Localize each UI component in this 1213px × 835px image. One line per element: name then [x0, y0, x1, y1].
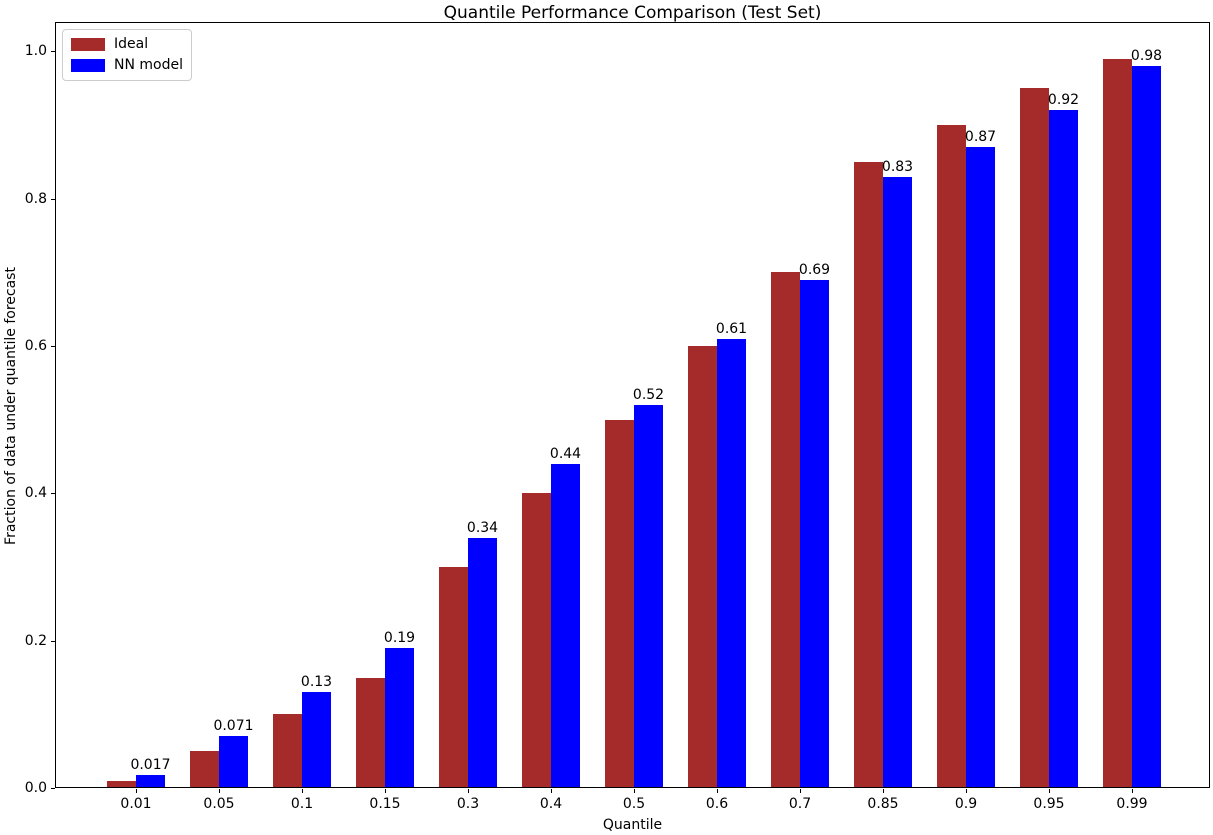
x-tick	[717, 789, 718, 793]
x-tick	[634, 789, 635, 793]
y-tick-label: 0.0	[24, 780, 47, 796]
x-tick-label: 0.99	[1116, 796, 1148, 812]
bar-ideal	[1020, 88, 1049, 788]
x-axis-label: Quantile	[602, 817, 663, 833]
bar-nn-model	[136, 775, 165, 788]
bar-ideal	[605, 419, 634, 788]
bar-value-label: 0.87	[964, 129, 997, 146]
y-axis-label: Fraction of data under quantile forecast	[3, 267, 19, 545]
bar-nn-model	[717, 338, 746, 788]
legend-item-nn-model: NN model	[71, 58, 183, 73]
x-tick-label: 0.01	[120, 796, 152, 812]
x-tick-label: 0.95	[1033, 796, 1065, 812]
x-tick-label: 0.15	[369, 796, 401, 812]
bar-value-label: 0.34	[466, 519, 499, 536]
y-tick	[51, 788, 55, 789]
x-tick	[883, 789, 884, 793]
x-tick	[385, 789, 386, 793]
bar-value-label: 0.83	[881, 158, 914, 175]
bar-ideal	[107, 780, 136, 788]
x-tick	[1132, 789, 1133, 793]
x-tick-label: 0.5	[622, 796, 646, 812]
x-tick	[966, 789, 967, 793]
y-tick	[51, 640, 55, 642]
bar-ideal	[937, 125, 966, 788]
legend-swatch-nn-model	[71, 59, 105, 72]
x-tick-label: 0.05	[203, 796, 235, 812]
bar-ideal	[356, 677, 385, 788]
bar-value-label: 0.017	[130, 757, 171, 774]
x-tick	[136, 789, 137, 793]
bar-nn-model	[219, 735, 248, 788]
bar-nn-model	[883, 176, 912, 788]
legend-item-ideal: Ideal	[71, 37, 183, 52]
bar-nn-model	[966, 147, 995, 788]
x-tick-label: 0.7	[788, 796, 812, 812]
chart-title: Quantile Performance Comparison (Test Se…	[443, 3, 822, 23]
bar-value-label: 0.19	[383, 630, 416, 647]
x-tick	[219, 789, 220, 793]
x-tick-label: 0.9	[954, 796, 978, 812]
y-tick-label: 0.2	[24, 632, 47, 649]
bar-ideal	[273, 714, 302, 788]
legend: Ideal NN model	[62, 29, 192, 81]
y-tick	[51, 493, 55, 495]
x-tick	[551, 789, 552, 793]
bar-value-label: 0.44	[549, 445, 582, 462]
bar-value-label: 0.69	[798, 261, 831, 278]
legend-label-ideal: Ideal	[114, 36, 149, 52]
legend-label-nn-model: NN model	[114, 57, 183, 73]
x-tick-label: 0.3	[456, 796, 480, 812]
bar-value-label: 0.92	[1047, 92, 1080, 109]
bar-ideal	[854, 161, 883, 788]
bar-ideal	[190, 751, 219, 788]
x-tick-label: 0.85	[867, 796, 899, 812]
bar-nn-model	[1132, 66, 1161, 788]
bar-nn-model	[634, 405, 663, 788]
bar-nn-model	[385, 648, 414, 788]
legend-swatch-ideal	[71, 38, 105, 51]
bar-value-label: 0.98	[1130, 48, 1163, 65]
bar-value-label: 0.13	[300, 674, 333, 691]
x-tick	[302, 789, 303, 793]
y-tick	[51, 198, 55, 200]
bar-nn-model	[302, 692, 331, 788]
bar-value-label: 0.52	[632, 387, 665, 403]
x-tick-label: 0.6	[705, 796, 729, 812]
x-tick	[468, 789, 469, 793]
bar-ideal	[1103, 58, 1132, 788]
x-tick	[800, 789, 801, 793]
y-tick-label: 1.0	[24, 43, 47, 60]
y-tick	[51, 51, 55, 53]
bar-nn-model	[551, 463, 580, 788]
bar-nn-model	[1049, 110, 1078, 788]
x-tick-label: 0.1	[290, 796, 314, 812]
bar-value-label: 0.61	[715, 320, 748, 337]
y-tick-label: 0.8	[24, 190, 47, 207]
bar-nn-model	[800, 279, 829, 788]
bar-ideal	[688, 346, 717, 788]
bar-ideal	[771, 272, 800, 788]
y-tick	[51, 346, 55, 348]
bar-ideal	[439, 567, 468, 788]
bar-nn-model	[468, 537, 497, 788]
y-tick-label: 0.4	[24, 485, 47, 502]
bar-ideal	[522, 493, 551, 788]
y-tick-label: 0.6	[24, 338, 47, 355]
x-tick-label: 0.4	[539, 796, 563, 812]
x-tick	[1049, 789, 1050, 793]
bar-value-label: 0.071	[213, 717, 254, 734]
